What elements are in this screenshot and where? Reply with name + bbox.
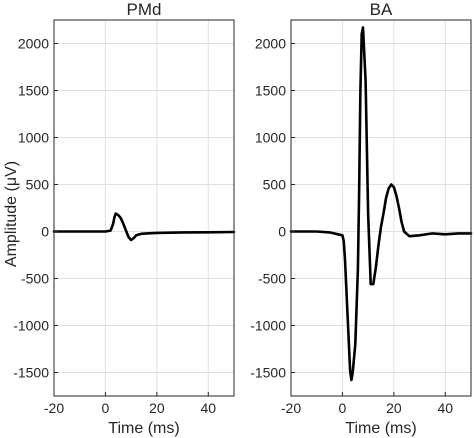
y-tick-label: 2000 <box>18 36 49 52</box>
y-tick-label: 1000 <box>255 130 286 146</box>
y-tick-label: -500 <box>21 271 49 287</box>
x-tick-label: 20 <box>386 400 402 416</box>
y-tick-label: -1500 <box>250 365 286 381</box>
x-axis-label: Time (ms) <box>345 420 416 437</box>
axes-box <box>290 19 472 397</box>
y-tick-label: 0 <box>41 224 49 240</box>
y-tick-label: 1500 <box>255 83 286 99</box>
series-line-ba <box>289 26 473 382</box>
x-tick-label: 40 <box>437 400 453 416</box>
y-tick-label: -1000 <box>250 318 286 334</box>
y-tick-labels: -1500 -1000 -500 0 500 1000 1500 2000 <box>250 36 286 381</box>
plot-area <box>54 20 234 396</box>
x-tick-label: -20 <box>281 400 301 416</box>
x-tick-label: 40 <box>200 400 216 416</box>
plot-area <box>291 20 471 396</box>
y-tick-label: 1500 <box>18 83 49 99</box>
y-tick-label: -500 <box>258 271 286 287</box>
panel-title: PMd <box>127 0 162 19</box>
x-tick-labels: -20 0 20 40 <box>44 400 216 416</box>
axes-box <box>53 19 235 397</box>
panel-title: BA <box>370 0 393 19</box>
y-tick-label: -1000 <box>13 318 49 334</box>
x-tick-label: 20 <box>149 400 165 416</box>
y-tick-label: 500 <box>263 177 287 193</box>
x-axis-label: Time (ms) <box>108 420 179 437</box>
y-tick-labels: -1500 -1000 -500 0 500 1000 1500 2000 <box>13 36 49 381</box>
y-axis-label: Amplitude (μV) <box>3 161 20 267</box>
x-tick-label: 0 <box>339 400 347 416</box>
x-tick-label: 0 <box>102 400 110 416</box>
y-tick-label: -1500 <box>13 365 49 381</box>
series-line-pmd <box>52 212 236 242</box>
y-tick-label: 1000 <box>18 130 49 146</box>
x-tick-labels: -20 0 20 40 <box>281 400 453 416</box>
y-tick-label: 500 <box>26 177 50 193</box>
y-tick-label: 2000 <box>255 36 286 52</box>
x-tick-label: -20 <box>44 400 64 416</box>
y-tick-label: 0 <box>278 224 286 240</box>
